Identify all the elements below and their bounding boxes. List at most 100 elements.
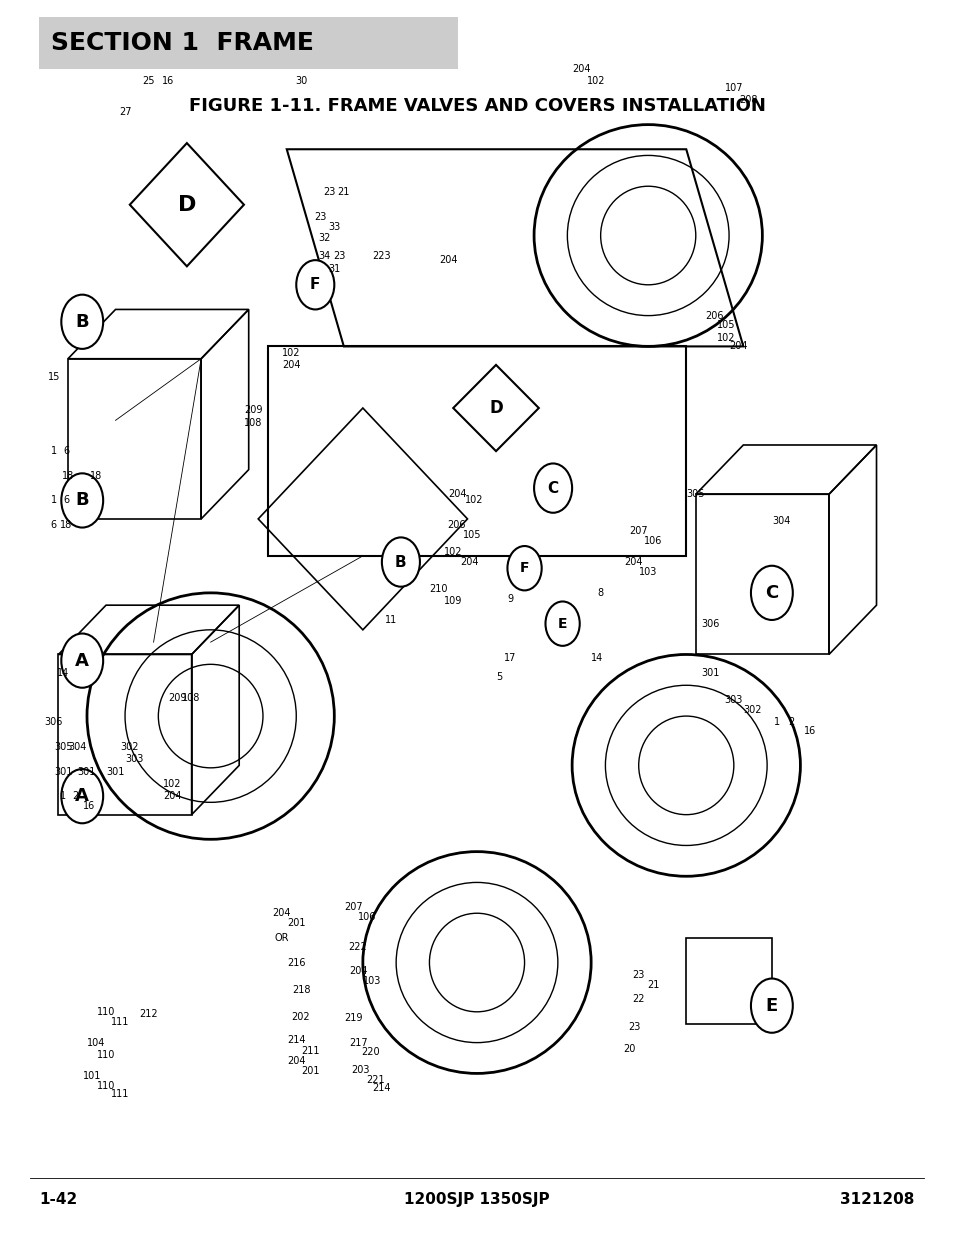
Text: OR: OR	[274, 932, 289, 942]
Text: 304: 304	[771, 516, 790, 526]
Text: 306: 306	[700, 619, 719, 629]
Text: 107: 107	[724, 83, 742, 93]
Ellipse shape	[605, 685, 766, 846]
Text: 105: 105	[462, 530, 481, 540]
Text: 16: 16	[162, 77, 173, 86]
Text: 1-42: 1-42	[39, 1192, 77, 1207]
Text: SECTION 1  FRAME: SECTION 1 FRAME	[51, 31, 314, 56]
Text: 102: 102	[282, 347, 300, 358]
Text: D: D	[489, 399, 502, 417]
Text: 208: 208	[738, 95, 757, 105]
Text: 27: 27	[119, 107, 132, 117]
Circle shape	[61, 769, 103, 824]
Text: 204: 204	[572, 64, 590, 74]
Text: 110: 110	[97, 1007, 115, 1016]
Text: 32: 32	[318, 233, 331, 243]
Text: 302: 302	[120, 742, 139, 752]
Text: 101: 101	[83, 1071, 101, 1081]
Text: 206: 206	[446, 520, 465, 530]
Ellipse shape	[87, 593, 334, 840]
Text: 204: 204	[163, 792, 182, 802]
Text: E: E	[558, 616, 567, 631]
Text: 11: 11	[385, 615, 397, 625]
Text: 14: 14	[57, 668, 70, 678]
Text: 23: 23	[627, 1021, 639, 1031]
Text: 23: 23	[632, 969, 644, 979]
Text: 23: 23	[333, 252, 345, 262]
Text: 103: 103	[363, 976, 381, 986]
Ellipse shape	[600, 186, 695, 285]
Text: 209: 209	[168, 693, 187, 703]
Text: 109: 109	[443, 597, 462, 606]
Text: 301: 301	[78, 767, 96, 777]
Text: 218: 218	[292, 984, 310, 994]
Text: 204: 204	[349, 966, 367, 976]
Text: 204: 204	[287, 1056, 305, 1066]
Text: 301: 301	[54, 767, 72, 777]
Text: FIGURE 1-11. FRAME VALVES AND COVERS INSTALLATION: FIGURE 1-11. FRAME VALVES AND COVERS INS…	[189, 98, 764, 115]
Text: 305: 305	[686, 489, 704, 499]
Bar	[58, 655, 192, 815]
Circle shape	[534, 463, 572, 513]
Text: 211: 211	[301, 1046, 319, 1056]
Text: 302: 302	[742, 705, 761, 715]
Text: 222: 222	[349, 941, 367, 951]
Text: B: B	[75, 492, 89, 510]
Ellipse shape	[362, 852, 591, 1073]
Circle shape	[296, 261, 334, 310]
Text: 23: 23	[323, 188, 335, 198]
Text: F: F	[310, 278, 320, 293]
Text: C: C	[547, 480, 558, 495]
Text: 21: 21	[646, 979, 659, 989]
Text: 1: 1	[60, 792, 66, 802]
Text: 16: 16	[803, 726, 815, 736]
Text: 306: 306	[45, 718, 63, 727]
Circle shape	[61, 295, 103, 348]
Ellipse shape	[639, 716, 733, 815]
Text: 301: 301	[106, 767, 125, 777]
Text: B: B	[75, 312, 89, 331]
Ellipse shape	[429, 913, 524, 1011]
Text: A: A	[75, 652, 89, 669]
Text: D: D	[177, 195, 196, 215]
Circle shape	[61, 473, 103, 527]
Text: 21: 21	[337, 188, 350, 198]
Text: 102: 102	[717, 332, 735, 343]
Bar	[685, 937, 771, 1024]
Text: 221: 221	[366, 1074, 384, 1084]
Text: 202: 202	[292, 1011, 310, 1021]
Ellipse shape	[395, 883, 558, 1042]
Text: 212: 212	[139, 1009, 158, 1019]
Text: 1200SJP 1350SJP: 1200SJP 1350SJP	[404, 1192, 549, 1207]
Text: 204: 204	[729, 341, 747, 352]
Circle shape	[750, 566, 792, 620]
Text: 201: 201	[287, 918, 305, 927]
Text: 223: 223	[373, 252, 391, 262]
Circle shape	[507, 546, 541, 590]
Text: 31: 31	[328, 264, 340, 274]
Text: 210: 210	[429, 584, 448, 594]
Text: 25: 25	[142, 77, 155, 86]
Text: 204: 204	[438, 256, 457, 266]
Text: 106: 106	[643, 536, 661, 546]
Bar	[68, 358, 201, 519]
Text: 3121208: 3121208	[840, 1192, 914, 1207]
Text: 33: 33	[328, 222, 340, 232]
Text: 111: 111	[111, 1016, 130, 1026]
Text: 110: 110	[97, 1081, 115, 1091]
Text: 106: 106	[358, 911, 376, 923]
Circle shape	[381, 537, 419, 587]
Text: 102: 102	[443, 547, 462, 557]
Text: 105: 105	[717, 320, 735, 331]
Text: 1: 1	[51, 446, 57, 456]
Circle shape	[61, 634, 103, 688]
Text: B: B	[395, 555, 406, 569]
Text: A: A	[75, 787, 89, 805]
Text: 204: 204	[624, 557, 642, 567]
Text: 30: 30	[294, 77, 307, 86]
Text: 18: 18	[62, 471, 74, 480]
Text: 103: 103	[639, 567, 657, 577]
Text: 102: 102	[163, 779, 182, 789]
Text: 304: 304	[69, 742, 87, 752]
Text: 214: 214	[287, 1035, 305, 1045]
